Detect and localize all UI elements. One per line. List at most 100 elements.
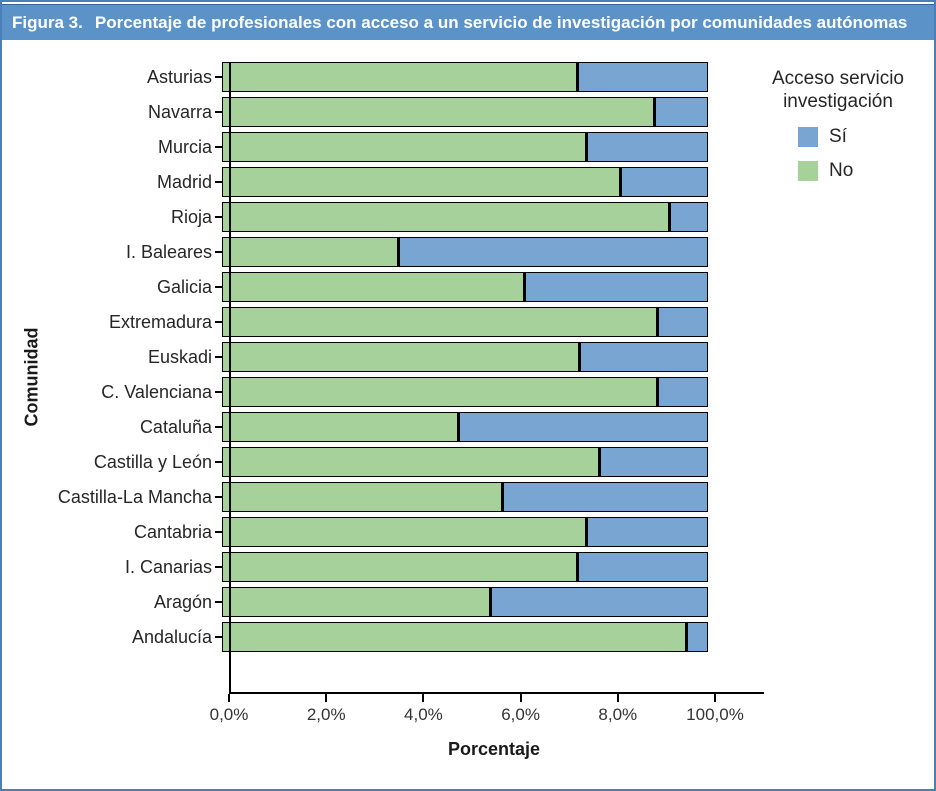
y-axis-line bbox=[229, 62, 231, 692]
legend-title-line1: Acceso servicio bbox=[772, 68, 904, 89]
stacked-bar bbox=[222, 342, 708, 372]
x-tick-label: 8,0% bbox=[598, 705, 638, 724]
chart-row: I. Canarias bbox=[2, 552, 936, 582]
chart-row: Andalucía bbox=[2, 622, 936, 652]
y-axis-label-cell: C. Valenciana bbox=[2, 382, 222, 403]
x-tick-mark bbox=[714, 694, 716, 702]
legend: Acceso servicio investigación Sí No bbox=[754, 68, 922, 182]
chart-row: Navarra bbox=[2, 97, 936, 127]
bar-segment-no bbox=[223, 343, 582, 371]
y-axis-category-label: Castilla-La Mancha bbox=[57, 486, 212, 507]
chart-row: Castilla-La Mancha bbox=[2, 482, 936, 512]
y-tick-mark bbox=[215, 216, 222, 218]
stacked-bar bbox=[222, 62, 708, 92]
chart-row: I. Baleares bbox=[2, 237, 936, 267]
y-axis-label-cell: Rioja bbox=[2, 207, 222, 228]
chart-row: Madrid bbox=[2, 167, 936, 197]
y-tick-mark bbox=[215, 426, 222, 428]
y-axis-category-label: Rioja bbox=[170, 206, 212, 227]
y-axis-label-cell: Murcia bbox=[2, 137, 222, 158]
stacked-bar bbox=[222, 482, 708, 512]
stacked-bar bbox=[222, 202, 708, 232]
stacked-bar bbox=[222, 377, 708, 407]
x-tick-mark bbox=[616, 694, 619, 702]
y-axis-label-cell: Aragón bbox=[2, 592, 222, 613]
stacked-bar bbox=[222, 237, 708, 267]
chart-row: Galicia bbox=[2, 272, 936, 302]
y-axis-category-label: Andalucía bbox=[131, 626, 212, 647]
chart-row: Aragón bbox=[2, 587, 936, 617]
legend-swatch bbox=[798, 126, 818, 147]
bar-segment-no bbox=[223, 413, 461, 441]
legend-item: No bbox=[798, 160, 922, 182]
y-axis-category-label: C. Valenciana bbox=[101, 381, 212, 402]
bar-segment-no bbox=[223, 308, 659, 336]
y-axis-category-label: Castilla y León bbox=[93, 451, 212, 472]
y-tick-mark bbox=[215, 76, 222, 78]
y-axis-label-cell: Castilla y León bbox=[2, 452, 222, 473]
x-axis-ticks: 0,0% 2,0% 4,0% 6,0% 8,0% 100,0% bbox=[210, 692, 744, 724]
stacked-bar bbox=[222, 307, 708, 337]
stacked-bar bbox=[222, 412, 708, 442]
y-axis-title: Comunidad bbox=[21, 327, 42, 427]
chart-rows: Asturias Navarra Murcia bbox=[2, 62, 936, 657]
y-axis-category-label: Euskadi bbox=[147, 346, 212, 367]
y-axis-category-label: Aragón bbox=[153, 591, 212, 612]
y-tick-mark bbox=[215, 286, 222, 288]
bar-segment-no bbox=[223, 483, 504, 511]
y-axis-label-cell: Galicia bbox=[2, 277, 222, 298]
x-tick-label: 4,0% bbox=[404, 705, 443, 724]
y-tick-mark bbox=[215, 601, 222, 603]
chart-row: C. Valenciana bbox=[2, 377, 936, 407]
x-tick-label: 0,0% bbox=[209, 705, 249, 724]
chart-row: Cataluña bbox=[2, 412, 936, 442]
legend-item-label: No bbox=[829, 159, 854, 181]
y-tick-mark bbox=[215, 251, 222, 253]
y-axis-category-label: Murcia bbox=[157, 136, 212, 157]
y-axis-category-label: Navarra bbox=[147, 101, 212, 122]
y-tick-mark bbox=[215, 391, 222, 393]
figure-header: Figura 3. Porcentaje de profesionales co… bbox=[2, 4, 934, 40]
y-tick-mark bbox=[215, 531, 222, 533]
y-tick-mark bbox=[215, 111, 222, 113]
y-axis-category-label: Cantabria bbox=[133, 521, 212, 542]
y-axis-label-cell: Cataluña bbox=[2, 417, 222, 438]
stacked-bar bbox=[222, 97, 708, 127]
y-axis-label-cell: Navarra bbox=[2, 102, 222, 123]
legend-item-label: Sí bbox=[829, 125, 847, 147]
x-tick-label: 6,0% bbox=[501, 705, 540, 724]
x-tick-label: 100,0% bbox=[686, 705, 744, 724]
bar-segment-no bbox=[223, 623, 688, 651]
y-tick-mark bbox=[215, 146, 222, 148]
bar-segment-no bbox=[223, 448, 601, 476]
x-tick-mark bbox=[519, 694, 522, 702]
x-tick-mark bbox=[422, 694, 425, 702]
chart-row: Rioja bbox=[2, 202, 936, 232]
bar-segment-no bbox=[223, 518, 589, 546]
y-axis-label-cell: Extremadura bbox=[2, 312, 222, 333]
x-tick-mark bbox=[325, 694, 328, 702]
stacked-bar bbox=[222, 272, 708, 302]
y-axis-label-cell: I. Baleares bbox=[2, 242, 222, 263]
bar-segment-no bbox=[223, 203, 671, 231]
x-tick-label: 2,0% bbox=[306, 705, 346, 724]
stacked-bar bbox=[222, 132, 708, 162]
stacked-bar bbox=[222, 517, 708, 547]
chart-row: Extremadura bbox=[2, 307, 936, 337]
y-axis-label-cell: Euskadi bbox=[2, 347, 222, 368]
stacked-bar bbox=[222, 622, 708, 652]
y-axis-category-label: Extremadura bbox=[108, 311, 212, 332]
y-tick-mark bbox=[215, 461, 222, 463]
stacked-bar bbox=[222, 552, 708, 582]
y-axis-category-label: Madrid bbox=[156, 171, 212, 192]
bar-segment-no bbox=[223, 588, 492, 616]
legend-item: Sí bbox=[798, 126, 922, 148]
x-axis-line bbox=[229, 692, 764, 694]
chart-row: Murcia bbox=[2, 132, 936, 162]
legend-title: Acceso servicio investigación bbox=[754, 68, 922, 114]
y-tick-mark bbox=[215, 181, 222, 183]
bar-segment-no bbox=[223, 553, 579, 581]
stacked-bar bbox=[222, 167, 708, 197]
bar-segment-no bbox=[223, 98, 657, 126]
